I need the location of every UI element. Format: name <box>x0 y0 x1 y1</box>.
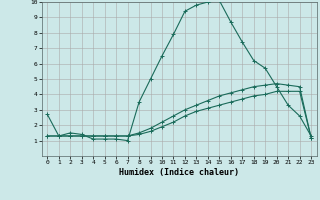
X-axis label: Humidex (Indice chaleur): Humidex (Indice chaleur) <box>119 168 239 177</box>
